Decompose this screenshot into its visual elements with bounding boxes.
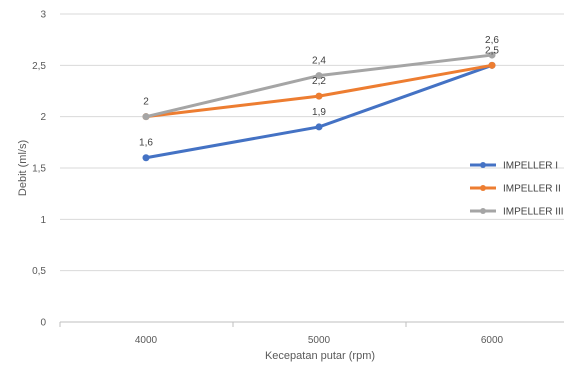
legend-marker (480, 208, 486, 214)
data-label: 2,5 (485, 45, 499, 56)
x-axis: 4000 5000 6000 (59, 321, 564, 346)
data-label: 1,9 (312, 107, 326, 118)
data-label: 2,2 (312, 76, 326, 87)
data-point (142, 154, 150, 162)
legend-label: IMPELLER II (503, 184, 561, 195)
data-point (315, 72, 323, 80)
data-point (142, 113, 150, 121)
data-labels: 1,6 1,9 2,2 2,5 2 2,4 2,6 (139, 35, 499, 149)
series-lines (142, 51, 496, 162)
x-tick-label: 5000 (308, 335, 331, 346)
y-tick-label: 1 (40, 215, 46, 226)
y-tick-label: 0,5 (32, 266, 46, 277)
legend-marker (480, 185, 486, 191)
legend: IMPELLER I IMPELLER II IMPELLER III (470, 161, 564, 218)
legend-label: IMPELLER III (503, 207, 564, 218)
y-tick-label: 0 (40, 318, 46, 329)
data-point (315, 92, 323, 100)
x-axis-title: Kecepatan putar (rpm) (265, 350, 375, 362)
y-axis-title: Debit (ml/s) (17, 140, 29, 196)
data-label: 1,6 (139, 138, 153, 149)
y-tick-label: 1,5 (32, 164, 46, 175)
y-tick-label: 3 (40, 10, 46, 21)
x-tick-label: 6000 (481, 335, 504, 346)
data-point (315, 123, 323, 131)
data-point (488, 51, 496, 59)
y-tick-label: 2,5 (32, 61, 46, 72)
x-tick-label: 4000 (135, 335, 158, 346)
data-point (488, 61, 496, 69)
legend-label: IMPELLER I (503, 161, 558, 172)
y-tick-label: 2 (40, 112, 46, 123)
data-label: 2,4 (312, 56, 326, 67)
y-tick-labels: 0 0,5 1 1,5 2 2,5 3 (32, 10, 46, 329)
data-label: 2,6 (485, 35, 499, 46)
data-label: 2 (143, 97, 149, 108)
legend-marker (480, 162, 486, 168)
